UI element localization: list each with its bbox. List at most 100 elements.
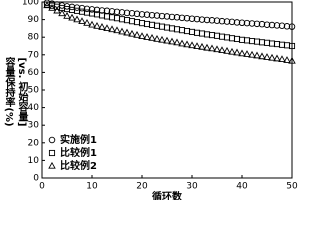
point xyxy=(103,24,111,32)
point xyxy=(163,13,171,20)
point xyxy=(183,40,191,48)
point xyxy=(138,32,146,39)
point xyxy=(208,44,216,52)
y-tick-label: 60 xyxy=(28,68,40,78)
legend-label: 实施例1 xyxy=(60,133,97,146)
point xyxy=(118,16,126,23)
point xyxy=(158,12,166,20)
point xyxy=(128,29,136,37)
legend-marker xyxy=(48,161,56,169)
x-tick-label: 50 xyxy=(286,182,298,192)
point xyxy=(148,11,156,19)
point xyxy=(218,33,226,40)
point xyxy=(203,43,211,51)
point xyxy=(223,46,231,54)
x-tick-label: 40 xyxy=(236,182,248,192)
point xyxy=(98,23,106,30)
point xyxy=(218,17,226,25)
legend-label: 比较例1 xyxy=(60,146,97,159)
point xyxy=(43,1,51,9)
point xyxy=(258,20,266,28)
point xyxy=(173,26,181,33)
point xyxy=(213,45,221,53)
point xyxy=(88,6,96,13)
point xyxy=(133,19,141,26)
point xyxy=(253,38,261,45)
point xyxy=(233,48,241,56)
point xyxy=(253,51,261,59)
point xyxy=(113,26,121,34)
point xyxy=(283,23,291,30)
y-tick-label: 40 xyxy=(28,103,40,113)
point xyxy=(48,4,56,11)
point xyxy=(203,31,211,38)
point xyxy=(183,27,191,35)
point xyxy=(123,28,131,36)
point xyxy=(143,33,151,40)
point xyxy=(153,12,161,19)
point xyxy=(88,20,96,28)
point xyxy=(243,37,251,44)
point xyxy=(263,39,271,46)
point xyxy=(283,56,291,63)
point xyxy=(98,7,106,14)
chart: 容量保持率(%) [vs. 初始容量] 循环数 0 10 20 30 40 50 60 70 8… xyxy=(3,0,298,200)
point xyxy=(103,13,111,20)
x-tick-label: 0 xyxy=(39,182,45,192)
y-tick-label: 70 xyxy=(28,50,40,60)
point xyxy=(153,22,161,29)
point xyxy=(163,24,171,31)
x-tick-label: 20 xyxy=(136,182,148,192)
point xyxy=(238,49,246,57)
point xyxy=(108,25,116,33)
point xyxy=(288,42,296,50)
legend-marker xyxy=(48,149,56,157)
point xyxy=(278,22,286,30)
point xyxy=(273,41,281,48)
point xyxy=(238,36,246,43)
point xyxy=(198,30,206,37)
point xyxy=(283,42,291,49)
point xyxy=(63,11,71,19)
point xyxy=(113,15,121,22)
point xyxy=(213,32,221,39)
point xyxy=(68,13,76,21)
point xyxy=(273,54,281,62)
point xyxy=(178,14,186,22)
point xyxy=(243,50,251,57)
point xyxy=(268,21,276,29)
point xyxy=(128,10,136,17)
point xyxy=(133,10,141,18)
y-axis-label-note: [vs. 初始容量] xyxy=(16,58,29,127)
point xyxy=(168,25,176,32)
point xyxy=(223,18,231,25)
point xyxy=(198,16,206,23)
point xyxy=(188,15,196,22)
point xyxy=(173,14,181,21)
y-tick-label: 20 xyxy=(28,138,40,148)
point xyxy=(138,20,146,27)
point xyxy=(143,11,151,18)
point xyxy=(248,38,256,45)
point xyxy=(268,40,276,47)
point xyxy=(238,19,246,27)
point xyxy=(198,42,206,50)
point xyxy=(173,38,181,46)
point xyxy=(228,18,236,26)
y-tick-label: 50 xyxy=(28,86,40,96)
y-tick-label: 80 xyxy=(28,33,40,43)
y-tick-label: 30 xyxy=(28,121,40,131)
point xyxy=(83,18,91,26)
point xyxy=(218,46,226,54)
point xyxy=(193,29,201,36)
point xyxy=(108,14,116,21)
y-axis-label: 容量保持率(%) xyxy=(3,56,16,126)
point xyxy=(188,41,196,49)
point xyxy=(263,21,271,28)
point xyxy=(233,19,241,26)
point xyxy=(168,13,176,21)
point xyxy=(288,56,296,64)
point xyxy=(228,47,236,55)
point xyxy=(223,34,231,41)
point xyxy=(53,6,61,14)
